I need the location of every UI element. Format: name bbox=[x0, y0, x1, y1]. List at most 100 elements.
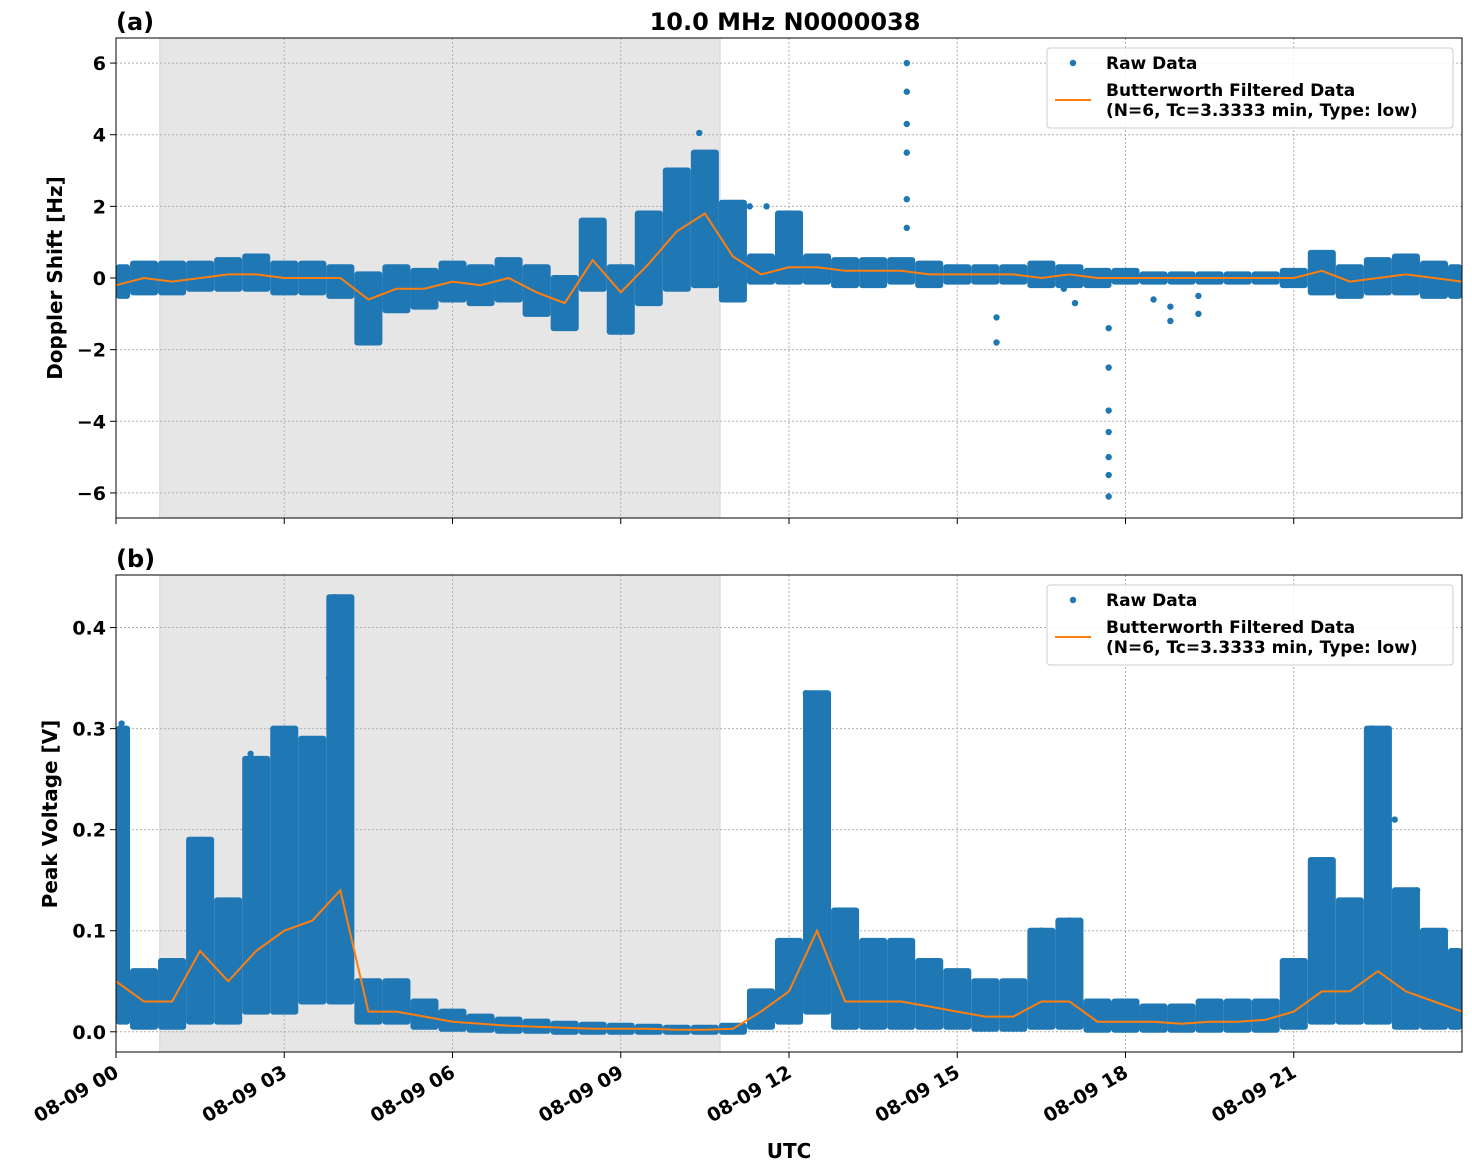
y-axis-label-a: Doppler Shift [Hz] bbox=[43, 176, 67, 380]
raw-data-point bbox=[325, 674, 333, 682]
raw-data-band bbox=[116, 264, 131, 299]
raw-data-band bbox=[326, 264, 355, 299]
legend-box bbox=[1046, 47, 1454, 129]
raw-data-band bbox=[1279, 958, 1308, 1030]
x-tick-label: 08-09 00 bbox=[30, 1061, 122, 1127]
raw-data-band bbox=[1251, 998, 1280, 1033]
raw-data-band bbox=[999, 978, 1028, 1032]
raw-data-band bbox=[1419, 260, 1448, 299]
raw-data-point bbox=[1105, 324, 1112, 332]
raw-data-band bbox=[116, 725, 131, 1025]
raw-data-point bbox=[1150, 296, 1157, 303]
raw-data-point bbox=[1105, 428, 1112, 436]
raw-data-band bbox=[158, 958, 187, 1030]
raw-data-point bbox=[1195, 310, 1202, 318]
raw-data-band bbox=[859, 257, 888, 289]
raw-data-band bbox=[746, 253, 775, 285]
raw-data-band bbox=[803, 690, 832, 1015]
raw-data-band bbox=[1055, 917, 1084, 1030]
raw-data-band bbox=[214, 897, 243, 1025]
raw-data-point bbox=[1105, 471, 1112, 479]
raw-data-point bbox=[903, 149, 910, 156]
raw-data-band bbox=[186, 836, 215, 1025]
raw-data-band bbox=[186, 260, 215, 292]
raw-data-point bbox=[331, 624, 338, 631]
raw-data-point bbox=[1369, 725, 1376, 732]
raw-data-point bbox=[247, 750, 254, 758]
raw-data-band bbox=[438, 1008, 467, 1032]
y-tick-label: 0.2 bbox=[72, 820, 106, 842]
raw-data-band bbox=[887, 937, 916, 1030]
y-axis-label-b: Peak Voltage [V] bbox=[38, 720, 62, 909]
raw-data-band bbox=[634, 210, 663, 307]
raw-data-point bbox=[331, 594, 338, 601]
raw-data-point bbox=[903, 195, 910, 203]
raw-data-band bbox=[326, 594, 355, 1005]
filtered-data-line bbox=[115, 212, 1463, 305]
x-tick-label: 08-09 06 bbox=[367, 1061, 459, 1127]
raw-data-point bbox=[696, 129, 703, 137]
raw-data-band bbox=[1027, 927, 1056, 1030]
raw-data-point bbox=[993, 314, 1000, 321]
raw-data-band bbox=[943, 968, 972, 1030]
raw-data-point bbox=[1060, 285, 1068, 292]
legend-filtered-label: Butterworth Filtered Data bbox=[1106, 618, 1355, 638]
raw-data-point bbox=[1038, 927, 1045, 934]
raw-data-band bbox=[690, 149, 719, 289]
panel-label-a: (a) bbox=[116, 8, 154, 36]
panel-label-b: (b) bbox=[116, 545, 155, 573]
y-tick-label: −2 bbox=[77, 340, 106, 362]
filtered-data-line bbox=[115, 888, 1463, 1031]
legend-raw-marker bbox=[1069, 59, 1077, 67]
x-tick-label: 08-09 03 bbox=[198, 1061, 290, 1127]
raw-data-band bbox=[242, 755, 271, 1015]
raw-data-band bbox=[1391, 887, 1420, 1030]
raw-data-point bbox=[763, 203, 770, 210]
raw-data-band bbox=[746, 988, 775, 1030]
raw-data-point bbox=[1066, 917, 1073, 924]
legend-raw-marker bbox=[1069, 596, 1077, 604]
raw-data-point bbox=[1105, 364, 1112, 371]
raw-data-band bbox=[522, 264, 551, 317]
raw-data-band bbox=[859, 937, 888, 1030]
raw-data-band bbox=[971, 978, 1000, 1032]
raw-data-band bbox=[158, 260, 187, 296]
legend: Raw Data Butterworth Filtered Data(N=6, T… bbox=[1046, 584, 1454, 666]
raw-data-point bbox=[903, 120, 910, 128]
raw-data-band bbox=[130, 968, 159, 1030]
raw-data-point bbox=[118, 720, 125, 727]
y-tick-label: −4 bbox=[77, 411, 106, 433]
raw-data-point bbox=[1167, 303, 1174, 310]
y-tick-label: −6 bbox=[77, 483, 106, 505]
raw-data-band bbox=[354, 271, 383, 346]
legend-box bbox=[1046, 584, 1454, 666]
legend-raw-label: Raw Data bbox=[1106, 591, 1197, 611]
raw-data-band bbox=[1139, 1003, 1168, 1033]
x-tick-label: 08-09 15 bbox=[871, 1061, 963, 1127]
raw-data-point bbox=[281, 730, 288, 737]
raw-data-point bbox=[903, 224, 910, 232]
raw-data-band bbox=[1335, 897, 1364, 1025]
raw-data-point bbox=[903, 59, 910, 67]
chart-title: 10.0 MHz N0000038 bbox=[650, 8, 921, 36]
raw-data-band bbox=[803, 253, 832, 285]
legend: Raw Data Butterworth Filtered Data(N=6, T… bbox=[1046, 47, 1454, 129]
raw-data-point bbox=[903, 88, 910, 95]
y-tick-label: 2 bbox=[93, 196, 106, 218]
raw-data-band bbox=[831, 257, 860, 289]
raw-data-band bbox=[298, 735, 327, 1005]
x-tick-label: 08-09 09 bbox=[535, 1061, 627, 1127]
raw-data-band bbox=[578, 217, 607, 292]
raw-data-band bbox=[382, 978, 411, 1025]
raw-data-band bbox=[662, 167, 691, 292]
raw-data-band bbox=[774, 210, 804, 285]
raw-data-band bbox=[1307, 856, 1336, 1025]
panel-doppler: −6 −4 −2 0 2 4 6 Raw Data Butterworth Filtered D… bbox=[77, 37, 1463, 524]
raw-data-band bbox=[410, 998, 439, 1030]
raw-data-point bbox=[196, 836, 204, 843]
raw-data-band bbox=[1195, 998, 1224, 1033]
raw-data-point bbox=[1167, 317, 1174, 325]
raw-data-band bbox=[1363, 725, 1392, 1025]
raw-data-point bbox=[1413, 887, 1421, 894]
